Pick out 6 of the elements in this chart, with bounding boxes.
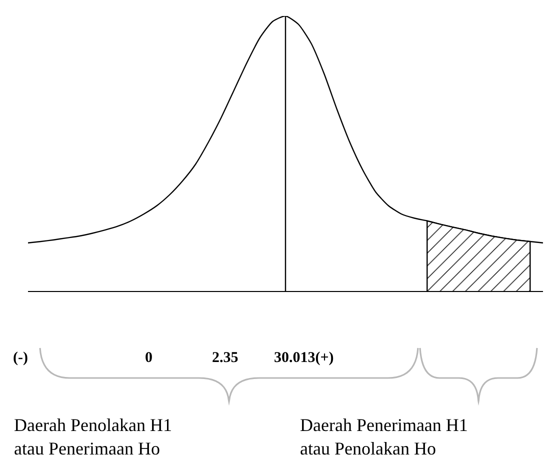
text: 30.013(+) — [274, 350, 334, 366]
text: Daerah Penolakan H1 atau Penerimaan Ho — [14, 415, 172, 458]
text: 0 — [145, 350, 152, 366]
text: (-) — [13, 350, 28, 366]
text: 2.35 — [212, 350, 238, 366]
text: Daerah Penerimaan H1 atau Penolakan Ho — [300, 415, 468, 458]
